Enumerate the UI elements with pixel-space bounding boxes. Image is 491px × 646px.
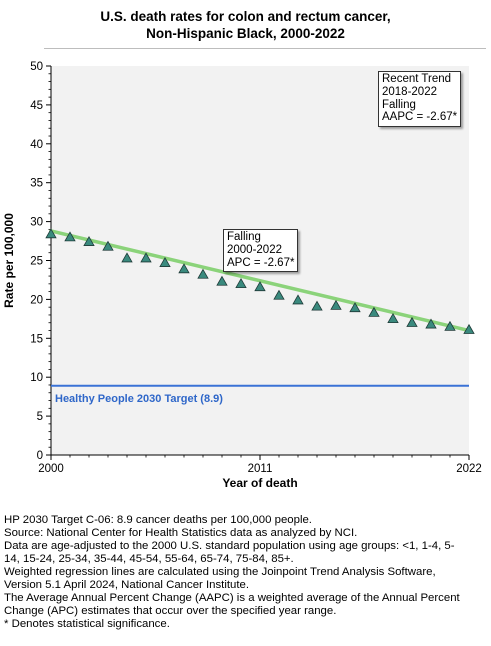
y-tick-label: 40 — [30, 139, 43, 151]
data-point — [330, 299, 342, 310]
y-tick-label: 10 — [30, 372, 43, 384]
y-tick-label: 35 — [30, 178, 43, 190]
data-point — [311, 300, 323, 311]
trend-annotation-line-3: APC = -2.67* — [227, 256, 295, 269]
data-point — [178, 263, 190, 274]
data-point — [292, 294, 304, 305]
footnote-line: 14, 15-24, 25-34, 35-44, 45-54, 55-64, 6… — [4, 553, 294, 565]
recent-trend-line-3: Falling — [382, 98, 416, 111]
y-tick-label: 15 — [30, 333, 43, 345]
recent-trend-annotation: Recent Trend 2018-2022 Falling AAPC = -2… — [378, 71, 462, 128]
trend-annotation-line-1: Falling — [227, 231, 261, 243]
data-point — [425, 318, 437, 329]
data-point — [463, 323, 475, 334]
footnote-line: HP 2030 Target C-06: 8.9 cancer deaths p… — [4, 514, 312, 526]
y-tick-label: 25 — [30, 256, 43, 268]
x-tick-label: 2000 — [38, 463, 64, 475]
trend-annotation: Falling 2000-2022 APC = -2.67* — [223, 229, 299, 273]
trend-annotation-line-2: 2000-2022 — [227, 243, 282, 256]
data-point — [273, 289, 285, 300]
data-point — [83, 236, 95, 246]
footnote-line: Weighted regression lines are calculated… — [4, 566, 436, 578]
footnote-line: Source: National Center for Health Stati… — [4, 527, 358, 539]
target-label: Healthy People 2030 Target (8.9) — [55, 393, 223, 405]
data-point — [406, 316, 418, 327]
data-point — [368, 306, 380, 317]
data-point — [235, 278, 247, 288]
data-point — [254, 281, 266, 292]
footnote-line: The Average Annual Percent Change (AAPC)… — [4, 592, 460, 604]
recent-trend-line-1: Recent Trend — [382, 73, 452, 85]
data-point — [387, 313, 399, 324]
x-tick-label: 2011 — [248, 463, 273, 475]
chart-title-line-2: Non-Hispanic Black, 2000-2022 — [146, 26, 345, 41]
data-point — [197, 268, 209, 279]
footnote-line: Data are age-adjusted to the 2000 U.S. s… — [4, 540, 455, 552]
y-tick-label: 30 — [30, 217, 43, 229]
trend-line — [49, 229, 471, 333]
data-point — [102, 240, 114, 251]
data-point — [64, 231, 76, 242]
recent-trend-line-4: AAPC = -2.67* — [382, 111, 458, 124]
y-axis-label: Rate per 100,000 — [2, 213, 16, 308]
data-point — [45, 228, 57, 239]
y-tick-label: 0 — [37, 450, 43, 462]
footnote-line: Change (APC) estimates that occur over t… — [4, 605, 337, 617]
data-point — [121, 252, 133, 263]
y-tick-label: 45 — [30, 100, 43, 112]
recent-trend-line-2: 2018-2022 — [382, 85, 437, 98]
data-point — [159, 257, 171, 267]
data-point — [140, 252, 152, 263]
footnote-line: Version 5.1 April 2024, National Cancer … — [4, 579, 250, 591]
y-tick-label: 5 — [37, 411, 43, 423]
footnote-line: * Denotes statistical significance. — [4, 618, 170, 630]
x-tick-label: 2022 — [456, 463, 482, 475]
y-tick-label: 50 — [30, 61, 43, 73]
y-tick-label: 20 — [30, 294, 43, 306]
chart-title-line-1: U.S. death rates for colon and rectum ca… — [100, 9, 391, 24]
data-point — [444, 320, 456, 331]
chart-title: U.S. death rates for colon and rectum ca… — [0, 8, 491, 42]
title-divider — [44, 48, 486, 49]
x-axis-label: Year of death — [222, 476, 297, 490]
data-point — [349, 302, 361, 313]
data-point — [216, 275, 228, 286]
